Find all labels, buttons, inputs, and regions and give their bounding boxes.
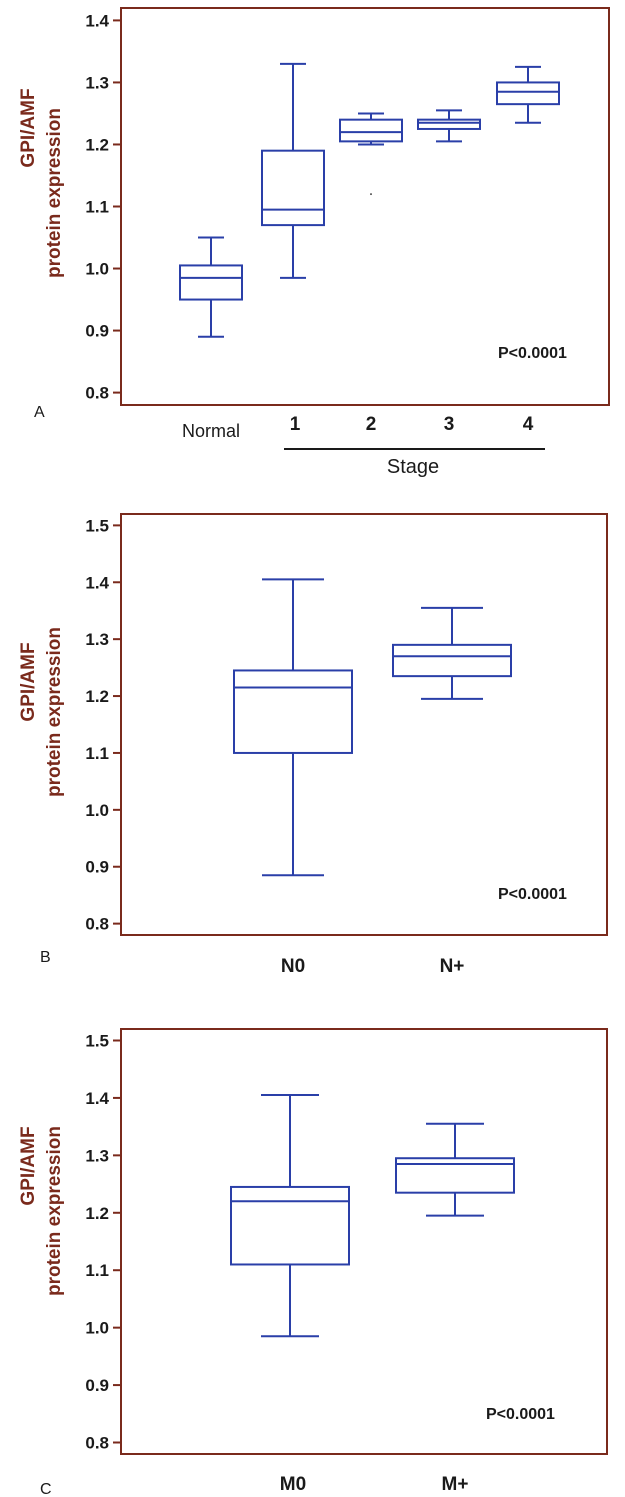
panel-b-category-label: N0 — [281, 956, 305, 977]
iqr-box — [179, 264, 243, 301]
y-tick-label: 1.3 — [85, 630, 109, 649]
panel-a-y-axis: 0.8 0.9 1.0 1.1 1.2 1.3 1.4 — [85, 11, 121, 403]
iqr-box — [261, 149, 325, 227]
panel-a-ylabel-line2: protein expression — [44, 108, 65, 278]
iqr-box — [230, 1185, 350, 1266]
panel-c: 0.8 0.9 1.0 1.1 1.2 1.3 1.4 1.5 GPI/AMF protein… — [18, 1028, 608, 1497]
panel-c-frame — [120, 1028, 608, 1455]
panel-c-label: C — [40, 1481, 52, 1497]
box-N+ — [392, 606, 512, 700]
box-2 — [339, 112, 403, 146]
panel-a: 0.8 0.9 1.0 1.1 1.2 1.3 1.4 GPI/AMF protein ex… — [18, 7, 610, 478]
panel-b-ylabel-line2: protein expression — [44, 627, 65, 797]
panel-c-boxes — [230, 1094, 515, 1338]
panel-a-category-label: 4 — [523, 414, 534, 435]
iqr-box — [496, 81, 560, 106]
box-M0 — [230, 1094, 350, 1338]
box-3 — [417, 109, 481, 143]
y-tick-label: 1.4 — [85, 1089, 109, 1108]
y-tick-label: 1.0 — [85, 260, 109, 279]
box-1 — [261, 62, 325, 279]
panel-b-boxes — [233, 578, 512, 877]
y-tick-label: 1.4 — [85, 11, 109, 30]
iqr-box — [417, 118, 481, 130]
panel-b-category-label: N+ — [440, 956, 465, 977]
y-tick-label: 1.1 — [85, 1261, 109, 1280]
y-tick-label: 0.9 — [85, 322, 109, 341]
box-Normal — [179, 236, 243, 338]
y-tick-label: 1.4 — [85, 573, 109, 592]
y-tick-label: 0.9 — [85, 858, 109, 877]
panel-a-category-label: 1 — [290, 414, 301, 435]
panel-b-p-value: P<0.0001 — [498, 886, 567, 903]
y-tick-label: 1.5 — [85, 516, 109, 535]
iqr-box — [233, 669, 353, 754]
stage-group-label: Stage — [387, 456, 439, 478]
iqr-box — [392, 643, 512, 678]
y-tick-label: 0.8 — [85, 384, 109, 403]
iqr-box — [339, 118, 403, 143]
y-tick-label: 1.1 — [85, 198, 109, 217]
panel-a-category-label: 3 — [444, 414, 455, 435]
outlier-point — [370, 193, 372, 196]
panel-b-y-axis: 0.8 0.9 1.0 1.1 1.2 1.3 1.4 1.5 — [85, 516, 121, 934]
panel-c-p-value: P<0.0001 — [486, 1406, 555, 1423]
box-M+ — [395, 1122, 515, 1217]
panel-b-label: B — [40, 949, 51, 966]
y-tick-label: 1.2 — [85, 135, 109, 154]
y-tick-label: 0.9 — [85, 1376, 109, 1395]
panel-c-y-axis: 0.8 0.9 1.0 1.1 1.2 1.3 1.4 1.5 — [85, 1031, 121, 1453]
y-tick-label: 0.8 — [85, 915, 109, 934]
y-tick-label: 1.3 — [85, 1146, 109, 1165]
box-N0 — [233, 578, 353, 877]
panel-a-category-label: Normal — [182, 421, 240, 441]
panel-b-frame — [120, 513, 608, 936]
panel-c-category-label: M+ — [442, 1474, 469, 1495]
panel-b-ylabel-line1: GPI/AMF — [18, 642, 39, 721]
y-tick-label: 0.8 — [85, 1434, 109, 1453]
box-4 — [496, 65, 560, 124]
y-tick-label: 1.5 — [85, 1031, 109, 1050]
panel-a-category-label: 2 — [366, 414, 377, 435]
panel-a-boxes — [179, 62, 560, 338]
y-tick-label: 1.0 — [85, 801, 109, 820]
y-tick-label: 1.2 — [85, 1204, 109, 1223]
panel-b: 0.8 0.9 1.0 1.1 1.2 1.3 1.4 1.5 GPI/AMF protein… — [18, 513, 608, 977]
panel-c-category-label: M0 — [280, 1474, 306, 1495]
panel-a-p-value: P<0.0001 — [498, 345, 567, 362]
y-tick-label: 1.1 — [85, 744, 109, 763]
y-tick-label: 1.3 — [85, 73, 109, 92]
y-tick-label: 1.0 — [85, 1319, 109, 1338]
panel-a-ylabel-line1: GPI/AMF — [18, 88, 39, 167]
panel-c-ylabel-line1: GPI/AMF — [18, 1126, 39, 1205]
panel-c-ylabel-line2: protein expression — [44, 1126, 65, 1296]
y-tick-label: 1.2 — [85, 687, 109, 706]
panel-a-label: A — [34, 404, 45, 421]
